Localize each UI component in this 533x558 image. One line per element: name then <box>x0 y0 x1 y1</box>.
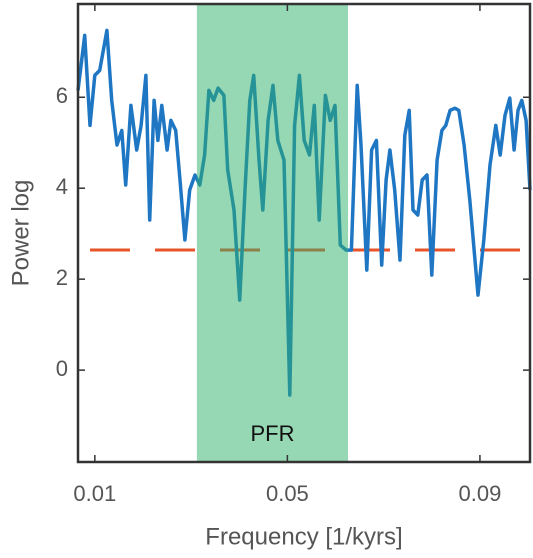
y-tick-label: 2 <box>56 265 68 290</box>
x-tick-label: 0.09 <box>459 481 502 506</box>
plot-frame <box>76 2 532 464</box>
x-tick-label: 0.01 <box>73 481 116 506</box>
y-axis-label: Power log <box>7 180 34 287</box>
pfr-band <box>196 4 349 462</box>
y-tick-label: 0 <box>56 356 68 381</box>
x-tick-label: 0.05 <box>266 481 309 506</box>
x-axis-label: Frequency [1/kyrs] <box>205 523 402 550</box>
band-label: PFR <box>250 421 294 446</box>
y-tick-label: 6 <box>56 83 68 108</box>
y-tick-label: 4 <box>56 174 68 199</box>
